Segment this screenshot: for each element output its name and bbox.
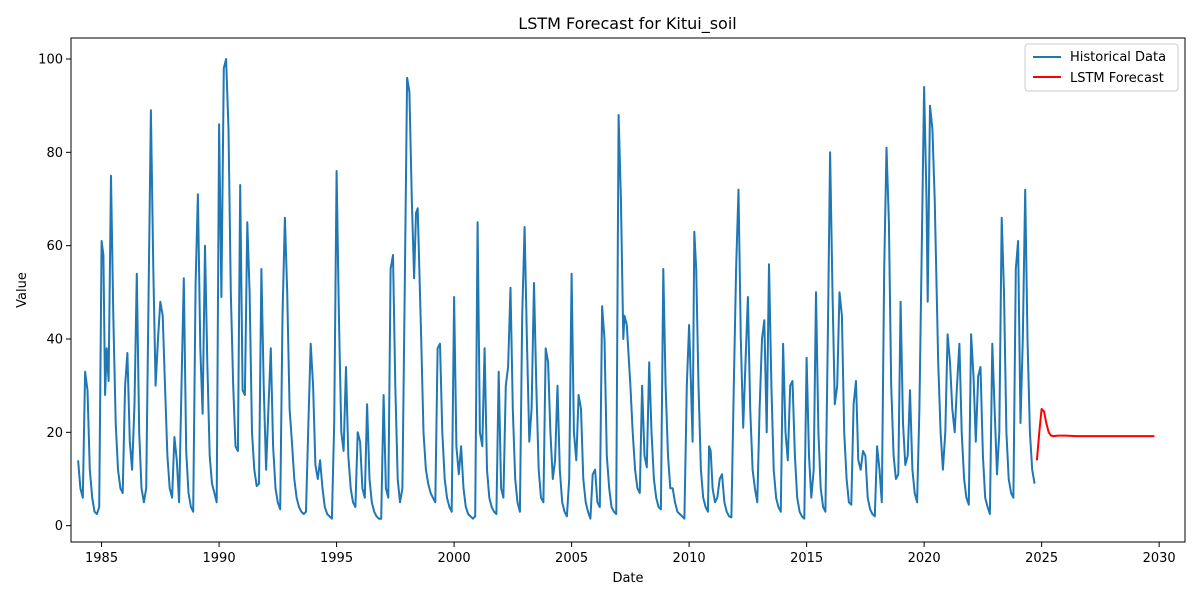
legend-label-historical: Historical Data xyxy=(1070,50,1166,65)
y-tick-label: 100 xyxy=(38,53,63,68)
plot-frame xyxy=(70,37,1186,543)
y-tick-label: 20 xyxy=(46,426,63,441)
x-tick-label: 2000 xyxy=(438,551,471,566)
x-axis-label: Date xyxy=(612,571,643,586)
y-tick-label: 80 xyxy=(46,146,63,161)
x-axis: 1985 1990 1995 2000 2005 2010 2015 2020 2025 2030 xyxy=(85,542,1176,566)
series-line-forecast xyxy=(1035,408,1155,461)
legend: Historical Data LSTM Forecast xyxy=(1024,43,1179,92)
x-tick-label: 2005 xyxy=(555,551,588,566)
x-tick-label: 1995 xyxy=(320,551,353,566)
y-tick-label: 40 xyxy=(46,333,63,348)
x-tick-label: 2020 xyxy=(908,551,941,566)
x-tick-label: 2015 xyxy=(790,551,823,566)
series-line-historical xyxy=(77,58,1036,520)
plot-area: 1985 1990 1995 2000 2005 2010 2015 2020 2025 2030… xyxy=(38,37,1186,566)
x-tick-label: 2010 xyxy=(673,551,706,566)
x-tick-label: 2030 xyxy=(1143,551,1176,566)
y-tick-label: 0 xyxy=(55,519,63,534)
legend-box xyxy=(1024,43,1179,92)
y-axis: 0 20 40 60 80 100 xyxy=(38,53,71,534)
y-tick-label: 60 xyxy=(46,239,63,254)
series-layer xyxy=(77,58,1155,520)
chart-title: LSTM Forecast for Kitui_soil xyxy=(518,14,736,34)
x-tick-label: 1990 xyxy=(203,551,236,566)
x-tick-label: 1985 xyxy=(85,551,118,566)
x-tick-label: 2025 xyxy=(1025,551,1058,566)
y-axis-label: Value xyxy=(15,272,30,308)
legend-label-forecast: LSTM Forecast xyxy=(1070,71,1164,86)
